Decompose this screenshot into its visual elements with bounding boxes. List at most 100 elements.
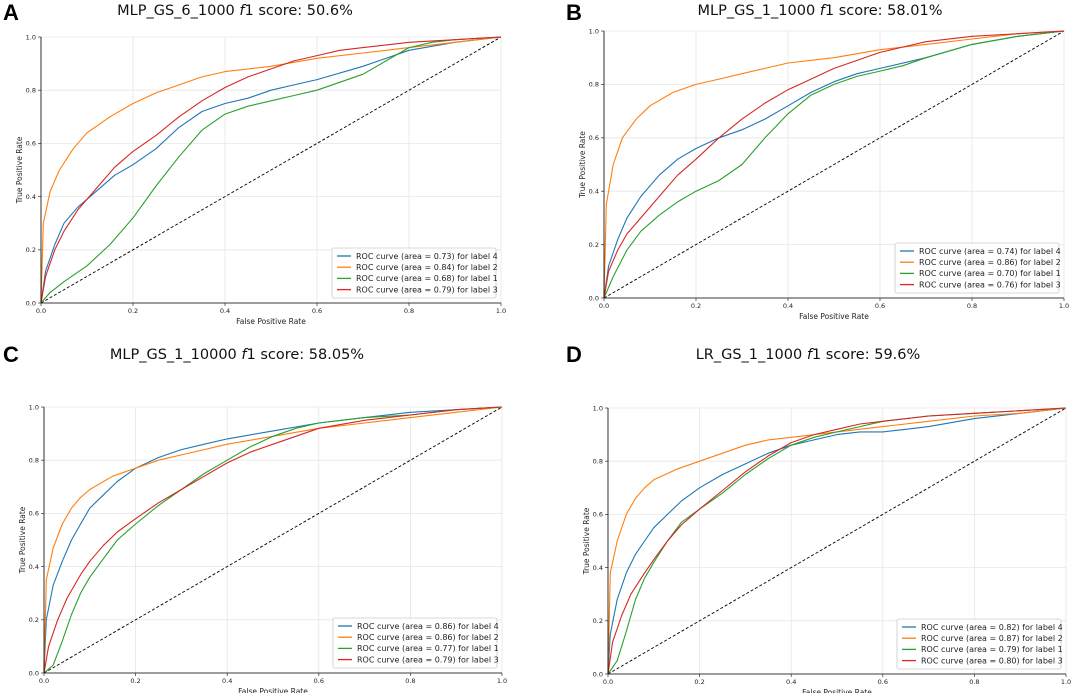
x-tick-label: 1.0 — [496, 307, 506, 315]
y-tick-label: 0.2 — [589, 241, 599, 249]
legend-entry: ROC curve (area = 0.86) for label 2 — [357, 633, 499, 642]
y-tick-label: 0.6 — [593, 511, 603, 519]
roc-curve-label-1 — [40, 36, 502, 304]
x-tick-label: 0.6 — [878, 678, 888, 686]
panel-letter: A — [3, 0, 19, 25]
y-tick-label: 0.2 — [26, 246, 36, 254]
y-tick-label: 0.4 — [589, 188, 599, 196]
y-tick-label: 0.0 — [589, 294, 599, 302]
x-tick-label: 0.8 — [967, 302, 977, 310]
x-tick-label: 0.0 — [603, 678, 613, 686]
y-tick-label: 0.2 — [29, 616, 39, 624]
legend-entry: ROC curve (area = 0.76) for label 3 — [919, 280, 1061, 289]
chart-title-suffix: 1 score: 50.6% — [245, 3, 353, 19]
x-axis-label: False Positive Rate — [238, 687, 308, 693]
y-tick-label: 0.0 — [593, 670, 603, 678]
roc-curve-label-3 — [40, 36, 502, 304]
roc-curve-label-4 — [607, 407, 1067, 675]
legend-entry: ROC curve (area = 0.79) for label 3 — [357, 655, 499, 664]
chart-title-suffix: 1 score: 59.6% — [812, 347, 920, 363]
chart-title-suffix: 1 score: 58.01% — [825, 3, 943, 19]
chart-title: LR_GS_1_1000 f1 score: 59.6% — [696, 347, 921, 363]
chart-title-italic: f — [239, 3, 246, 19]
chance-line — [603, 30, 1065, 299]
roc-panel-d: D LR_GS_1_1000 f1 score: 59.6% 0.0 0.2 0.4 0.… — [566, 342, 1071, 693]
roc-curve-label-2 — [603, 30, 1065, 299]
x-tick-label: 0.2 — [128, 307, 138, 315]
legend-box — [896, 618, 1062, 670]
y-tick-label: 0.8 — [26, 87, 36, 95]
legend-entry: ROC curve (area = 0.74) for label 4 — [919, 247, 1061, 256]
x-tick-label: 0.8 — [404, 307, 414, 315]
y-tick-label: 1.0 — [593, 404, 603, 412]
y-tick-label: 0.8 — [593, 458, 603, 466]
roc-curve-label-1 — [603, 30, 1065, 299]
y-tick-label: 0.0 — [29, 669, 39, 677]
chance-line — [43, 406, 503, 674]
chart-title: MLP_GS_6_1000 f1 score: 50.6% — [117, 3, 353, 19]
legend-entry: ROC curve (area = 0.86) for label 2 — [919, 258, 1061, 267]
chart-title-italic: f — [807, 347, 814, 363]
legend-box — [332, 617, 498, 669]
roc-curve-label-2 — [607, 407, 1067, 675]
legend: ROC curve (area = 0.82) for label 4 ROC c… — [896, 618, 1063, 670]
roc-curve-label-3 — [603, 30, 1065, 299]
x-tick-label: 0.0 — [36, 307, 46, 315]
legend-box — [331, 247, 497, 299]
y-tick-label: 0.6 — [26, 140, 36, 148]
legend-entry: ROC curve (area = 0.70) for label 1 — [919, 269, 1061, 278]
legend-entry: ROC curve (area = 0.87) for label 2 — [921, 634, 1063, 643]
roc-curve-label-3 — [43, 406, 503, 674]
legend-entry: ROC curve (area = 0.80) for label 3 — [921, 656, 1063, 665]
x-tick-label: 0.6 — [314, 677, 324, 685]
x-tick-label: 1.0 — [1059, 302, 1069, 310]
x-tick-label: 0.2 — [130, 677, 140, 685]
y-tick-label: 1.0 — [29, 403, 39, 411]
chart-title: MLP_GS_1_10000 f1 score: 58.05% — [110, 347, 364, 363]
x-tick-label: 0.2 — [694, 678, 704, 686]
legend-entry: ROC curve (area = 0.84) for label 2 — [356, 263, 498, 272]
y-tick-label: 0.2 — [593, 617, 603, 625]
x-tick-label: 0.2 — [691, 302, 701, 310]
y-tick-label: 0.4 — [593, 564, 603, 572]
y-axis-label: True Positive Rate — [578, 131, 587, 199]
chart-title-italic: f — [820, 3, 827, 19]
x-tick-label: 0.6 — [312, 307, 322, 315]
roc-panel-b: B MLP_GS_1_1000 f1 score: 58.01% 0.0 0.2 0.4… — [566, 0, 1069, 321]
y-tick-label: 0.6 — [29, 510, 39, 518]
x-tick-label: 0.4 — [783, 302, 793, 310]
chart-title-prefix: LR_GS_1_1000 — [696, 347, 807, 363]
roc-curve-label-2 — [40, 36, 502, 304]
x-axis-label: False Positive Rate — [236, 317, 306, 326]
legend-entry: ROC curve (area = 0.68) for label 1 — [356, 274, 498, 283]
roc-curve-label-2 — [43, 406, 503, 674]
roc-panel-a: A MLP_GS_6_1000 f1 score: 50.6% 0.0 0.2 0.4 0… — [3, 0, 506, 326]
panel-letter: B — [566, 0, 582, 25]
chart-title-prefix: MLP_GS_6_1000 — [117, 3, 239, 19]
chance-line — [40, 36, 502, 304]
y-tick-label: 0.8 — [589, 81, 599, 89]
legend-entry: ROC curve (area = 0.82) for label 4 — [921, 623, 1063, 632]
y-tick-label: 0.0 — [26, 299, 36, 307]
chart-title: MLP_GS_1_1000 f1 score: 58.01% — [698, 3, 943, 19]
chart-title-prefix: MLP_GS_1_10000 — [110, 347, 241, 363]
y-tick-label: 0.6 — [589, 134, 599, 142]
legend-entry: ROC curve (area = 0.79) for label 1 — [921, 645, 1063, 654]
x-tick-label: 1.0 — [1061, 678, 1071, 686]
y-tick-label: 0.8 — [29, 457, 39, 465]
roc-curve-label-4 — [40, 36, 502, 304]
x-axis-label: False Positive Rate — [802, 688, 872, 693]
panel-letter: D — [566, 342, 582, 367]
chart-title-prefix: MLP_GS_1_1000 — [698, 3, 820, 19]
x-tick-label: 0.0 — [39, 677, 49, 685]
x-axis-label: False Positive Rate — [799, 312, 869, 321]
legend-box — [894, 242, 1060, 294]
legend-entry: ROC curve (area = 0.73) for label 4 — [356, 252, 498, 261]
x-tick-label: 0.6 — [875, 302, 885, 310]
x-tick-label: 0.4 — [786, 678, 796, 686]
roc-panel-c: C MLP_GS_1_10000 f1 score: 58.05% 0.0 0.2 0.… — [3, 342, 507, 693]
x-tick-label: 0.4 — [220, 307, 230, 315]
y-tick-label: 1.0 — [26, 33, 36, 41]
legend: ROC curve (area = 0.74) for label 4 ROC c… — [894, 242, 1061, 294]
